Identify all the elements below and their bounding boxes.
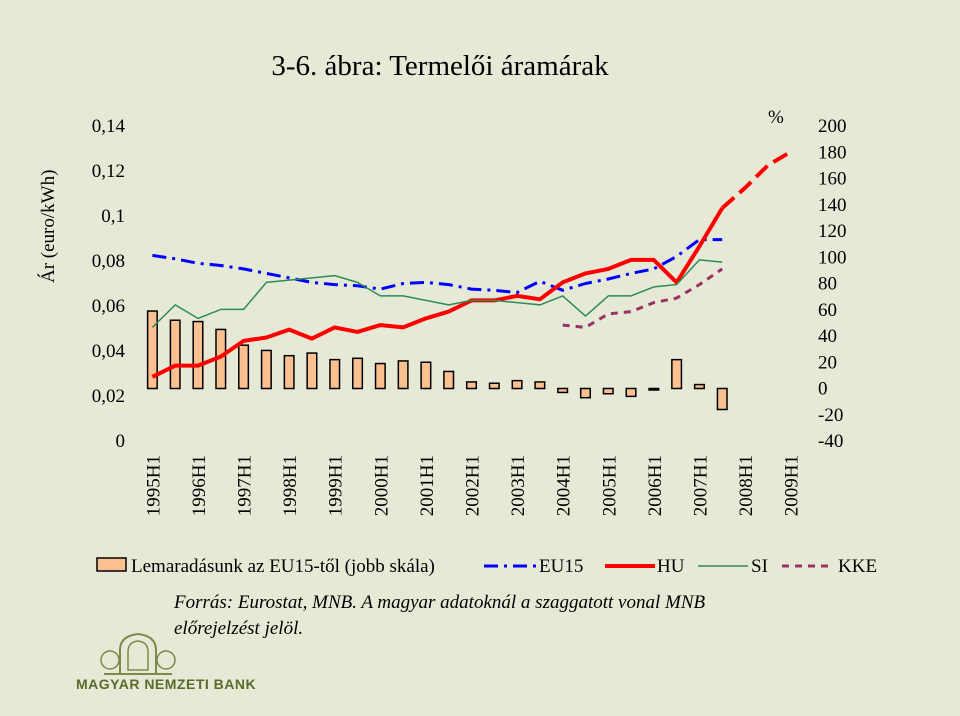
legend-label: EU15 — [539, 556, 583, 577]
x-tick-label: 2003H1 — [508, 455, 529, 516]
y-right-tick-label: 120 — [818, 221, 847, 242]
y-right-tick-label: -40 — [818, 431, 843, 452]
bar-2000H1 — [374, 362, 386, 390]
bar-1997H2 — [260, 349, 272, 390]
y-left-tick-label: 0,14 — [92, 116, 126, 137]
bar-2004H2 — [579, 387, 592, 399]
legend-label: KKE — [838, 556, 877, 577]
bar-1998H1 — [283, 354, 295, 390]
x-tick-label: 2000H1 — [371, 455, 392, 516]
x-tick-label: 2005H1 — [599, 455, 620, 516]
bar-1995H2 — [169, 319, 181, 390]
y-left-tick-label: 0,1 — [101, 206, 125, 227]
bar-2007H2 — [716, 387, 728, 411]
x-tick-label: 2008H1 — [736, 455, 757, 516]
bar-2002H1 — [465, 381, 478, 390]
x-tick-label: 2009H1 — [782, 455, 803, 516]
mnb-logo-icon — [100, 632, 176, 675]
bar-2002H2 — [488, 382, 500, 390]
y-left-tick-label: 0,12 — [92, 161, 125, 182]
y-right-tick-label: 180 — [818, 142, 847, 163]
bar-1998H2 — [306, 352, 318, 390]
legend-label: SI — [751, 556, 768, 577]
series-line-EU15 — [152, 238, 723, 294]
x-tick-label: 1997H1 — [235, 455, 256, 516]
x-tick-label: 1996H1 — [189, 455, 210, 516]
legend-bar-swatch — [96, 557, 127, 572]
bar-1995H1 — [146, 310, 158, 390]
source-line-1: Forrás: Eurostat, MNB. A magyar adatokná… — [174, 592, 706, 613]
x-tick-label: 2002H1 — [463, 455, 484, 516]
series-line-HU — [151, 207, 724, 379]
bar-2003H1 — [511, 379, 523, 390]
x-tick-label: 2007H1 — [690, 455, 711, 516]
y-left-tick-label: 0 — [116, 431, 126, 452]
legend-label: Lemaradásunk az EU15-től (jobb skála) — [131, 556, 435, 577]
bar-2004H1 — [557, 387, 569, 394]
bar-2006H1 — [648, 387, 660, 391]
y-left-tick-label: 0,06 — [92, 296, 125, 317]
y-right-tick-label: 20 — [818, 352, 837, 373]
logo-text: MAGYAR NEMZETI BANK — [76, 676, 257, 692]
x-tick-label: 2006H1 — [645, 455, 666, 516]
series-line-SI — [151, 259, 723, 328]
y-right-tick-label: 40 — [818, 326, 837, 347]
x-tick-label: 2004H1 — [554, 455, 575, 516]
series-line-KKE — [562, 267, 724, 329]
y-right-tick-label: 100 — [818, 247, 847, 268]
bar-2001H1 — [420, 361, 432, 390]
x-tick-label: 1998H1 — [280, 455, 301, 516]
x-tick-label: 1995H1 — [143, 455, 164, 516]
bar-1996H1 — [192, 320, 204, 390]
x-tick-label: 2001H1 — [417, 455, 438, 516]
y-right-tick-label: 0 — [818, 379, 828, 400]
x-tick-label: 1999H1 — [326, 455, 347, 516]
chart-title: 3-6. ábra: Termelői áramárak — [271, 50, 609, 82]
y-right-tick-label: 140 — [818, 195, 847, 216]
y-right-tick-label: 80 — [818, 274, 837, 295]
bar-1997H1 — [238, 344, 250, 390]
bar-2001H2 — [443, 370, 455, 390]
bar-2005H2 — [625, 387, 637, 398]
bar-1999H2 — [351, 357, 364, 390]
y-right-tick-label: 60 — [818, 300, 837, 321]
y-left-tick-label: 0,04 — [92, 341, 126, 362]
bar-1999H1 — [329, 358, 341, 390]
bar-2003H2 — [534, 381, 546, 390]
bar-2006H2 — [671, 358, 683, 390]
y-right-tick-label: 160 — [818, 169, 847, 190]
bar-2000H2 — [397, 360, 409, 390]
bar-2005H1 — [602, 387, 614, 395]
bar-2007H1 — [693, 383, 705, 390]
y-left-tick-label: 0,08 — [92, 251, 125, 272]
y-right-tick-label: -20 — [818, 405, 843, 426]
y-right-tick-label: 200 — [818, 116, 847, 137]
source-line-2: előrejelzést jelöl. — [174, 618, 304, 639]
source-note: Forrás: Eurostat, MNB. A magyar adatokná… — [174, 590, 705, 642]
y-axis-label-right: % — [768, 107, 784, 128]
legend-label: HU — [657, 556, 685, 577]
series-line-HU-forecast — [720, 150, 792, 210]
y-left-tick-label: 0,02 — [92, 386, 125, 407]
